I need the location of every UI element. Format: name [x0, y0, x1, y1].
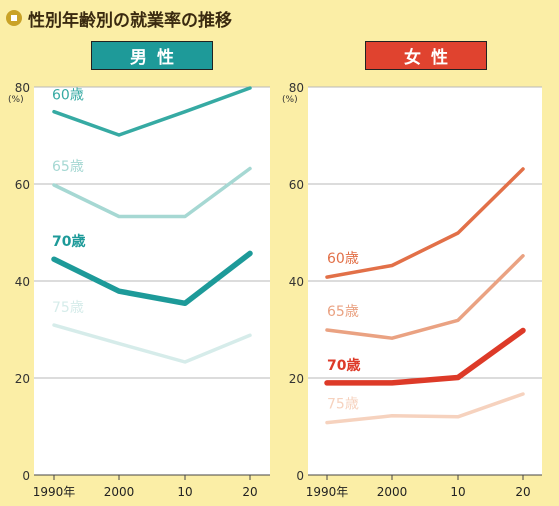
female-ytick-label: 80: [289, 81, 304, 95]
female-series-line-2: [324, 327, 526, 386]
male-ytick-label: 40: [15, 275, 30, 289]
male-series-line-1: [52, 166, 252, 219]
male-series-label: 65歳: [52, 159, 84, 175]
male-ytick-label: 0: [22, 469, 30, 483]
female-series-label: 65歳: [327, 304, 359, 320]
male-series-label: 60歳: [52, 88, 84, 104]
female-xtick-label: 20: [515, 485, 530, 499]
male-series-line-0: [52, 86, 252, 137]
female-series-label: 70歳: [327, 357, 360, 374]
male-series-line-3: [52, 323, 252, 364]
female-panel-label: 女性: [365, 41, 487, 70]
male-panel-label: 男性: [91, 41, 213, 70]
female-series-line-1: [325, 254, 525, 340]
female-series-line-0: [325, 167, 525, 279]
female-series-line-3: [325, 392, 525, 425]
male-series-label: 75歳: [52, 300, 84, 316]
male-y-unit-label: (%): [8, 95, 24, 105]
female-xtick-label: 1990年: [306, 485, 349, 499]
chart-title-row: 性別年齢別の就業率の推移: [6, 6, 232, 31]
square-bullet-icon: [6, 10, 22, 26]
female-series-label: 75歳: [327, 397, 359, 413]
male-xtick-label: 20: [242, 485, 257, 499]
female-ytick-label: 20: [289, 372, 304, 386]
female-ytick-label: 40: [289, 275, 304, 289]
male-series-label: 70歳: [52, 233, 85, 250]
female-ytick-label: 0: [296, 469, 304, 483]
female-y-unit-label: (%): [282, 95, 298, 105]
female-series-label: 60歳: [327, 251, 359, 267]
male-series-line-2: [51, 250, 253, 307]
male-xtick-label: 10: [177, 485, 192, 499]
male-ytick-label: 60: [15, 178, 30, 192]
male-ytick-label: 80: [15, 81, 30, 95]
male-xtick-label: 2000: [104, 485, 135, 499]
female-ytick-label: 60: [289, 178, 304, 192]
male-xtick-label: 1990年: [33, 485, 76, 499]
female-xtick-label: 2000: [377, 485, 408, 499]
male-ytick-label: 20: [15, 372, 30, 386]
chart-title: 性別年齢別の就業率の推移: [28, 10, 232, 31]
female-xtick-label: 10: [450, 485, 465, 499]
